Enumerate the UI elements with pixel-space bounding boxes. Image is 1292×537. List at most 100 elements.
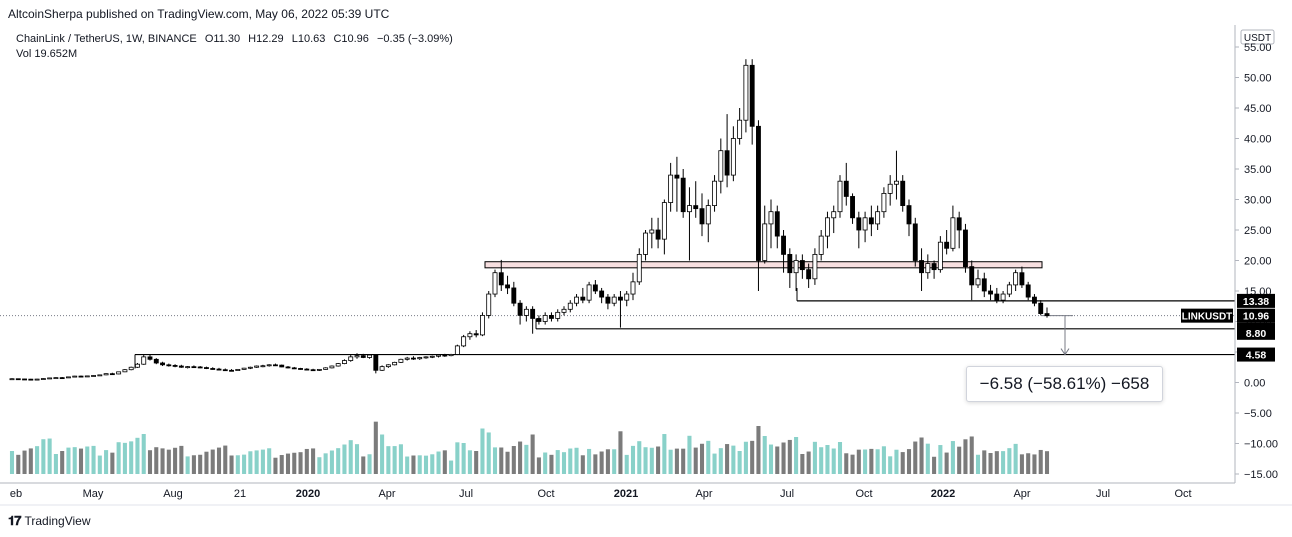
time-tick-label: Aug <box>163 488 183 500</box>
candle-down <box>856 217 862 231</box>
candle-up <box>586 284 592 301</box>
level-label-8-80-bg <box>1237 325 1275 340</box>
volume-bar <box>235 455 240 474</box>
drawings[interactable] <box>0 261 1235 369</box>
candle-up <box>53 377 59 380</box>
candle-down <box>850 196 855 219</box>
candle-down <box>868 217 874 225</box>
volume-bar <box>285 453 291 474</box>
volume-bar <box>856 449 861 474</box>
candle-down <box>310 369 316 372</box>
candle-down <box>774 211 780 237</box>
candle-up <box>103 373 109 376</box>
volume-bar <box>568 448 573 474</box>
candle-up <box>122 369 128 373</box>
volume-bar <box>116 442 121 474</box>
volume-bar <box>329 450 334 474</box>
volume-bar <box>975 454 981 474</box>
candle-up <box>825 217 830 237</box>
volume-bar <box>204 451 209 474</box>
candle-up <box>718 150 724 182</box>
volume-bar <box>1026 453 1031 474</box>
volume-bar <box>605 449 610 474</box>
candle-up <box>561 308 567 313</box>
candle-up <box>649 229 655 234</box>
legend-high: H12.29 <box>248 33 284 45</box>
volume-bar <box>511 446 516 474</box>
time-tick-label: 21 <box>234 488 246 500</box>
legend-volume: Vol 19.652M <box>16 48 78 60</box>
candle-up <box>467 333 473 338</box>
volume-bar <box>982 450 987 474</box>
volume-bar <box>950 441 955 474</box>
volume-bar <box>242 454 247 474</box>
candle-down <box>153 358 159 364</box>
candle-down <box>944 241 950 249</box>
last-price-label: 10.96 <box>1243 311 1269 323</box>
volume-bar <box>863 449 868 474</box>
volume-bar <box>1013 443 1018 474</box>
volume-bar <box>624 454 629 474</box>
candle-down <box>166 364 172 367</box>
level-label-13-38: 13.38 <box>1243 296 1269 308</box>
legend-low: L10.63 <box>291 33 326 45</box>
volume-bar <box>336 448 341 474</box>
currency-label: USDT <box>1244 33 1271 44</box>
volume-bar <box>442 450 447 474</box>
volume-bar <box>969 436 974 474</box>
candle-up <box>793 260 799 274</box>
volume-bar <box>505 451 510 474</box>
volume-bar <box>837 442 843 474</box>
candle-down <box>178 365 184 368</box>
volume-bar <box>725 444 730 474</box>
volume-bar <box>411 455 416 474</box>
candle-up <box>668 174 674 203</box>
candle-down <box>216 368 222 371</box>
volume-bar <box>693 447 698 474</box>
candle-down <box>279 364 285 368</box>
volume-bar <box>499 447 504 474</box>
candle-up <box>316 368 322 371</box>
volume-bar <box>869 448 874 474</box>
volume-bar <box>524 444 529 474</box>
volume-bar <box>292 452 297 474</box>
candle-down <box>285 366 291 369</box>
candle-up <box>875 211 881 225</box>
volume-bar <box>543 452 548 474</box>
legend-symbol[interactable]: ChainLink / TetherUS, 1W, BINANCE <box>16 33 197 45</box>
volume-bar <box>762 436 767 474</box>
candle-up <box>266 364 272 367</box>
candle-down <box>680 177 686 213</box>
candle-up <box>643 232 648 255</box>
candle-up <box>404 357 410 360</box>
volume-bar <box>28 448 33 474</box>
price-tick-label: −15.00 <box>1244 469 1278 481</box>
tradingview-footer[interactable]: 𝟏𝟕 TradingView <box>8 513 91 529</box>
candle-down <box>28 378 34 381</box>
volume-bar <box>649 447 654 474</box>
candle-up <box>348 356 354 361</box>
legend-close: C10.96 <box>333 33 369 45</box>
volume-bar <box>354 444 360 474</box>
candle-up <box>555 311 561 319</box>
candle-up <box>235 368 241 372</box>
candle-up <box>66 376 71 379</box>
candle-up <box>542 314 548 322</box>
volume-bar <box>461 443 466 474</box>
level-label-8-80: 8.80 <box>1246 328 1267 340</box>
volume-bar <box>198 454 203 474</box>
volume-bar <box>348 440 353 474</box>
candle-down <box>912 223 918 261</box>
volume-bar <box>919 437 924 474</box>
candle-down <box>191 366 197 369</box>
candle-down <box>605 296 611 304</box>
volume-bars <box>9 421 1050 474</box>
volume-bar <box>687 435 692 474</box>
candle-down <box>517 302 523 316</box>
candle-up <box>486 293 492 316</box>
volume-bar <box>925 443 930 474</box>
candle-down <box>963 229 968 267</box>
volume-bar <box>373 421 378 474</box>
resistance-zone <box>484 261 1043 269</box>
